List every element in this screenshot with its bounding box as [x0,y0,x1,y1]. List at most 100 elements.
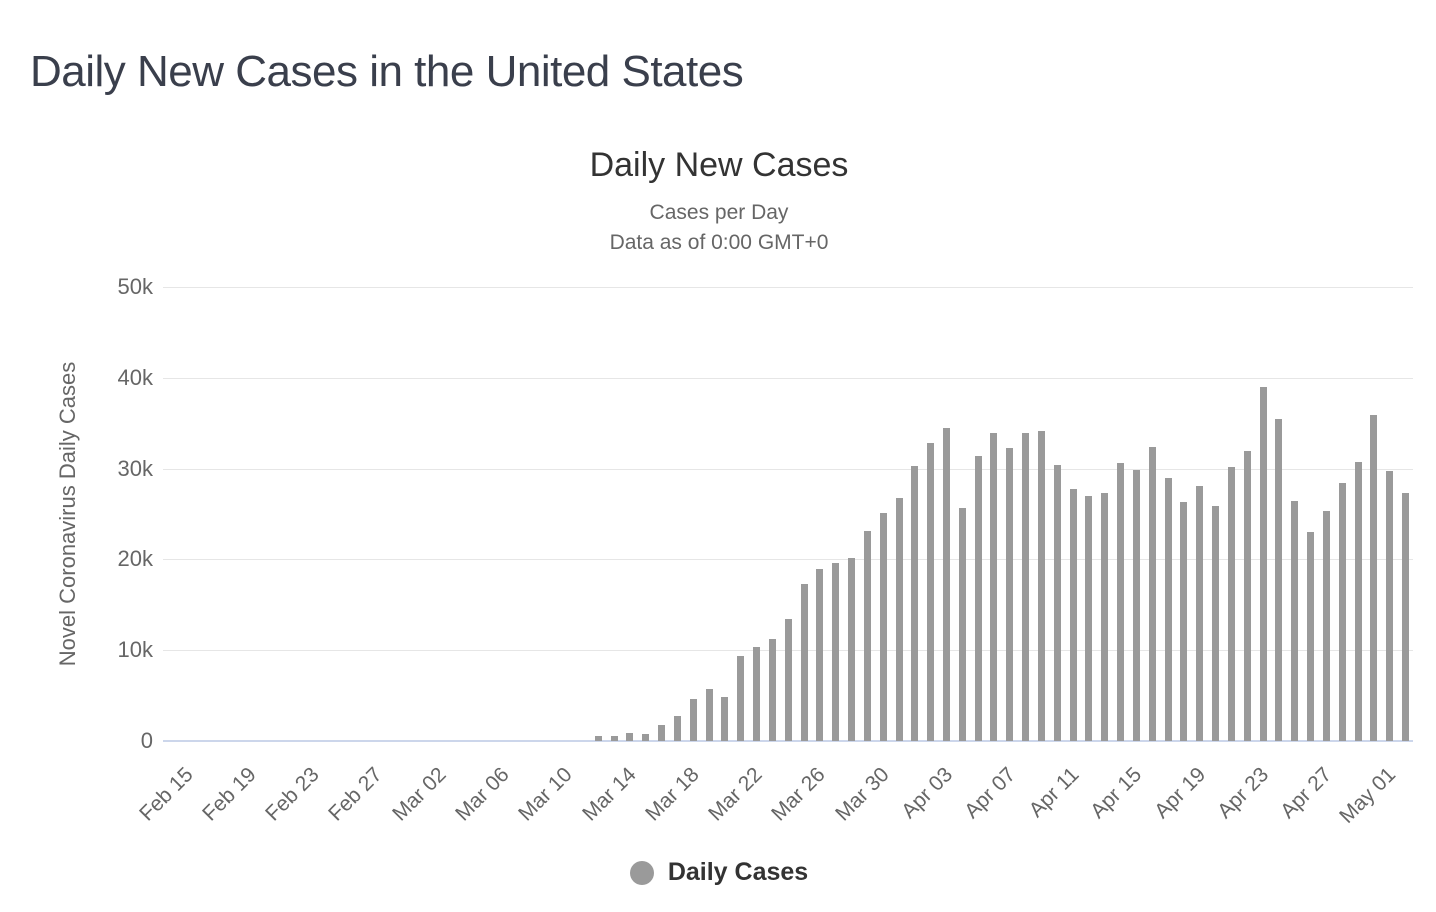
bar-apr-28[interactable] [1322,511,1330,741]
x-axis-line [163,740,1413,742]
bar-mar-13[interactable] [594,735,602,741]
bar-slot [590,287,606,741]
bar-apr-16[interactable] [1132,469,1140,741]
bar-slot [321,287,337,741]
bar-mar-26[interactable] [800,583,808,741]
gridline-50k [163,287,1413,288]
bar-slot [163,287,179,741]
bar-mar-24[interactable] [768,639,776,741]
bar-mar-23[interactable] [753,647,761,741]
bar-apr-02[interactable] [911,465,919,741]
y-axis-tick-label-0: 0 [140,728,153,753]
bar-slot [986,287,1002,741]
x-axis-tick-label-mar-14: Mar 14 [577,763,641,826]
x-axis-tick-label-mar-30: Mar 30 [830,763,894,826]
bar-slot [1034,287,1050,741]
bar-slot [844,287,860,741]
bar-may-01[interactable] [1370,415,1378,741]
bar-mar-25[interactable] [784,619,792,741]
bar-apr-26[interactable] [1291,501,1299,741]
bar-mar-16[interactable] [642,733,650,741]
bar-slot [923,287,939,741]
bar-apr-10[interactable] [1037,431,1045,741]
bar-slot [290,287,306,741]
bar-apr-23[interactable] [1243,451,1251,741]
x-axis-tick-label-feb-23: Feb 23 [261,763,324,826]
bar-slot [305,287,321,741]
bar-apr-03[interactable] [927,443,935,741]
bar-may-02[interactable] [1386,471,1394,741]
bar-apr-08[interactable] [1006,447,1014,741]
gridline-30k [163,468,1413,470]
bar-slot [1239,287,1255,741]
bar-apr-12[interactable] [1069,489,1077,741]
bar-slot [527,287,543,741]
bar-slot [1208,287,1224,741]
bar-apr-22[interactable] [1227,466,1235,741]
x-axis-tick-label-apr-11: Apr 11 [1024,763,1084,822]
bar-slot [400,287,416,741]
bar-mar-30[interactable] [863,531,871,741]
bar-slot [1398,287,1414,741]
bar-slot [1065,287,1081,741]
legend-marker-icon [629,860,654,885]
bar-slot [480,287,496,741]
y-axis-tick-label-20k: 20k [117,546,153,572]
bar-apr-04[interactable] [942,427,950,741]
bar-apr-24[interactable] [1259,386,1267,741]
bar-apr-14[interactable] [1101,493,1109,741]
bar-apr-13[interactable] [1085,495,1093,741]
bar-mar-19[interactable] [689,699,697,741]
bar-apr-15[interactable] [1117,463,1125,741]
bar-slot [1382,287,1398,741]
bar-slot [685,287,701,741]
bar-mar-20[interactable] [705,689,713,741]
bar-mar-27[interactable] [816,569,824,741]
bar-slot [780,287,796,741]
bar-apr-17[interactable] [1148,446,1156,741]
bar-slot [1018,287,1034,741]
bar-may-03[interactable] [1402,493,1409,741]
bar-slot [954,287,970,741]
bar-apr-30[interactable] [1354,462,1362,741]
bar-apr-07[interactable] [990,433,998,741]
bar-slot [1176,287,1192,741]
bar-slot [606,287,622,741]
x-axis-tick-label-feb-27: Feb 27 [324,763,388,826]
bar-slot [195,287,211,741]
bar-apr-11[interactable] [1053,464,1061,741]
legend-item-daily-cases[interactable]: Daily Cases [24,858,1414,887]
bar-apr-05[interactable] [958,507,966,741]
bar-mar-15[interactable] [626,732,634,741]
bar-mar-29[interactable] [848,557,856,741]
y-axis-tick-label-40k: 40k [117,364,153,390]
bar-slot [242,287,258,741]
bar-mar-28[interactable] [832,563,840,741]
bar-apr-21[interactable] [1212,505,1220,741]
bar-apr-29[interactable] [1338,483,1346,741]
bar-mar-22[interactable] [737,655,745,741]
gridline-40k [163,377,1413,379]
bar-slot [1334,287,1350,741]
bar-slot [416,287,432,741]
bar-mar-17[interactable] [658,724,666,741]
bar-slot [432,287,448,741]
bar-apr-09[interactable] [1022,433,1030,741]
bar-mar-31[interactable] [879,513,887,741]
bar-slot [448,287,464,741]
bar-apr-06[interactable] [974,455,982,741]
x-axis-labels: Feb 15 Feb 19 Feb 23 Feb 27 Mar 02 Mar 06 Mar … [135,763,1413,873]
bar-apr-20[interactable] [1196,485,1204,741]
bar-mar-18[interactable] [673,715,681,741]
bar-mar-21[interactable] [721,697,729,741]
bar-slot [1129,287,1145,741]
bar-apr-01[interactable] [895,497,903,741]
bar-mar-14[interactable] [610,735,618,741]
x-axis-tick-label-apr-23: Apr 23 [1213,763,1274,824]
bar-apr-25[interactable] [1275,418,1283,741]
bar-apr-18[interactable] [1164,477,1172,741]
x-axis-tick-label-mar-26: Mar 26 [767,763,831,826]
bar-apr-19[interactable] [1180,502,1188,741]
bar-apr-27[interactable] [1307,532,1315,741]
bar-series [163,287,1413,741]
